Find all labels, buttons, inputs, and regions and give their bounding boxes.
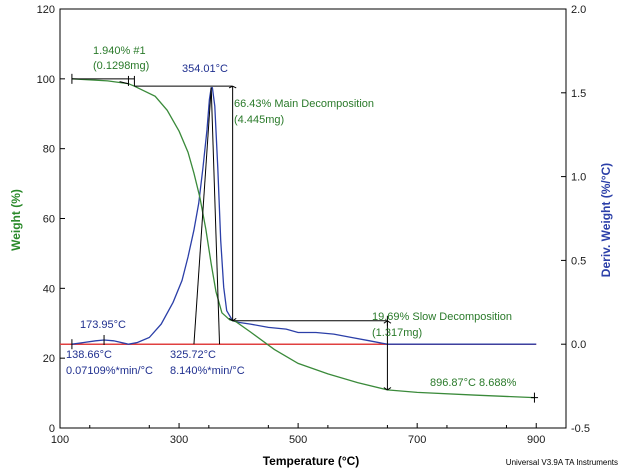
left-tick-label: 60 — [43, 214, 55, 226]
residue-label: 896.87°C 8.688% — [430, 377, 517, 389]
right-tick-label: -0.5 — [571, 423, 590, 435]
right-tick-label: 0.5 — [571, 255, 586, 267]
x-tick-label: 700 — [408, 434, 426, 446]
x-tick-label: 300 — [170, 434, 188, 446]
main-decomposition-mass-label: (4.445mg) — [234, 114, 284, 126]
left-tick-label: 80 — [43, 144, 55, 156]
onset1-rate-label: 0.07109%*min/°C — [66, 365, 153, 377]
slow-arrow-down-left — [383, 387, 388, 391]
peak-tangent-right — [210, 87, 221, 345]
step1-mass-label: (0.1298mg) — [93, 60, 149, 72]
main-arrow-down-left — [228, 317, 233, 322]
left-tick-label: 100 — [37, 74, 55, 86]
left-tick-label: 0 — [49, 423, 55, 435]
x-axis-ticks: 100 300 500 700 900 — [51, 434, 546, 446]
slow-decomposition-mass-label: (1.317mg) — [372, 327, 422, 339]
left-tick-label: 40 — [43, 283, 55, 295]
x-tick-label: 900 — [527, 434, 545, 446]
onset-peak-label: 173.95°C — [80, 319, 126, 331]
slow-arrow-up-left — [383, 320, 388, 324]
weight-series-line — [71, 78, 535, 399]
peak-tangent-left — [193, 87, 212, 345]
main-decomposition-label: 66.43% Main Decomposition — [234, 98, 374, 110]
instrument-footer: Universal V3.9A TA Instruments — [506, 458, 618, 467]
derivative-series-line — [71, 87, 537, 345]
onset1-temperature-label: 138.66°C — [66, 349, 112, 361]
peak-temperature-label: 354.01°C — [182, 63, 228, 75]
slow-arrow-down-right — [387, 387, 392, 391]
x-tick-label: 500 — [289, 434, 307, 446]
x-tick-label: 100 — [51, 434, 69, 446]
y-axis-title: Weight (%) — [9, 189, 23, 251]
onset2-rate-label: 8.140%*min/°C — [170, 365, 245, 377]
right-tick-label: 1.0 — [571, 172, 586, 184]
right-tick-label: 2.0 — [571, 4, 586, 16]
x-axis-title: Temperature (°C) — [263, 454, 360, 468]
step1-arrow — [119, 81, 129, 85]
left-tick-label: 120 — [37, 4, 55, 16]
right-tick-label: 0.0 — [571, 339, 586, 351]
annotation-lines — [71, 73, 539, 403]
left-axis-ticks: 0 20 40 60 80 100 120 — [37, 4, 55, 435]
slow-arrow-up-right — [387, 320, 392, 324]
step1-percent-label: 1.940% #1 — [93, 45, 146, 57]
onset2-temperature-label: 325.72°C — [170, 349, 216, 361]
tick-marks — [59, 8, 566, 429]
right-axis-ticks: -0.5 0.0 0.5 1.0 1.5 2.0 — [571, 4, 590, 435]
y2-axis-title: Deriv. Weight (%/°C) — [599, 163, 613, 277]
left-tick-label: 20 — [43, 353, 55, 365]
main-arrow-up-left — [228, 85, 233, 89]
right-tick-label: 1.5 — [571, 88, 586, 100]
main-arrow-up-right — [232, 85, 237, 89]
slow-decomposition-label: 19.69% Slow Decomposition — [372, 311, 512, 323]
